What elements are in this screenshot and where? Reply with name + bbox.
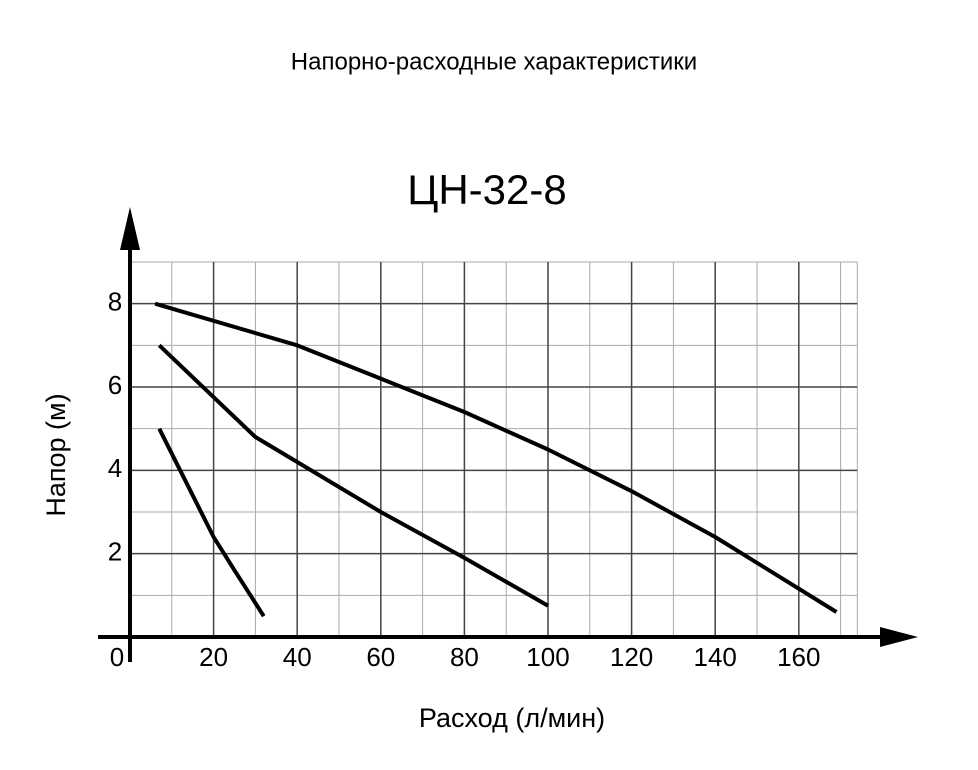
- x-axis-arrow: [880, 627, 918, 647]
- x-tick-label: 60: [366, 642, 395, 672]
- x-tick-label: 100: [526, 642, 569, 672]
- y-tick-label: 2: [108, 537, 122, 567]
- y-tick-label: 6: [108, 370, 122, 400]
- curve: [157, 427, 266, 618]
- x-tick-label: 40: [283, 642, 312, 672]
- curve: [157, 343, 549, 608]
- x-tick-label: 160: [777, 642, 820, 672]
- x-tick-label: 120: [610, 642, 653, 672]
- x-tick-label: 20: [199, 642, 228, 672]
- x-tick-label: 140: [694, 642, 737, 672]
- x-tick-label: 0: [110, 642, 124, 672]
- y-tick-label: 4: [108, 453, 122, 483]
- x-axis-label: Расход (л/мин): [419, 703, 605, 733]
- page-title: Напорно-расходные характеристики: [291, 48, 697, 75]
- y-axis-arrow: [120, 207, 140, 250]
- curve: [154, 301, 838, 614]
- x-tick-label: 80: [450, 642, 479, 672]
- y-axis-label: Напор (м): [41, 393, 71, 516]
- grid: [130, 261, 858, 637]
- plot: [154, 301, 838, 618]
- y-tick-label: 8: [108, 287, 122, 317]
- chart-title: ЦН-32-8: [407, 166, 566, 213]
